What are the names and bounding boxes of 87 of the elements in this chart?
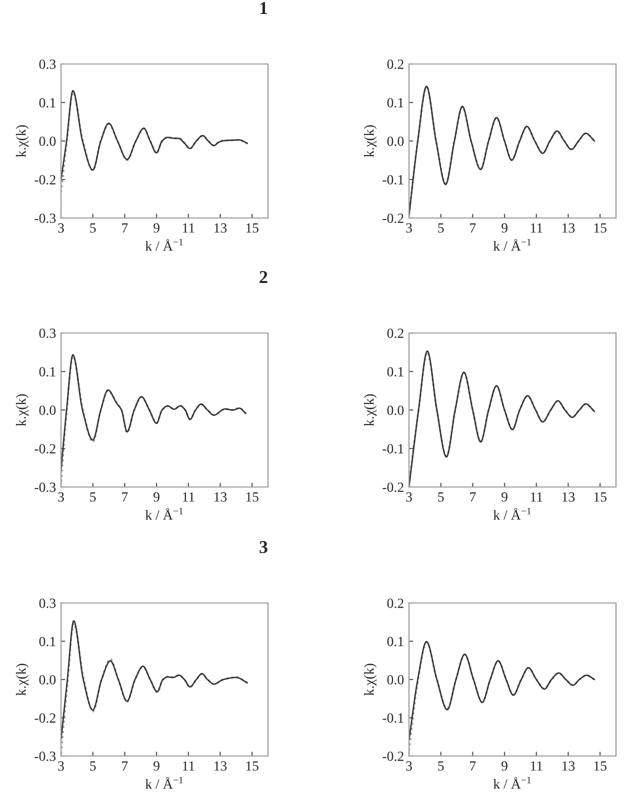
y-tick-label: 0.0 <box>39 406 56 416</box>
y-tick-label: 0.1 <box>387 98 404 108</box>
x-tick-label: 7 <box>122 492 128 502</box>
x-tick-label: 5 <box>438 761 444 771</box>
y-tick-label: -0.2 <box>34 713 56 723</box>
chart-title: 2 <box>260 271 268 283</box>
y-axis-title: k.χ(k) <box>364 394 377 426</box>
y-tick-label: 0.0 <box>39 675 56 685</box>
y-tick-label: 0.0 <box>387 136 404 146</box>
x-tick-label: 9 <box>154 761 160 771</box>
y-axis-title: k.χ(k) <box>16 394 29 426</box>
y-tick-label: 0.3 <box>39 60 56 70</box>
y-tick-label: 0.2 <box>387 60 404 70</box>
y-tick-label: -0.2 <box>382 752 404 762</box>
x-axis-title: k / Å$^{−1}$ <box>145 776 183 789</box>
x-axis-title: k / Å$^{−1}$ <box>145 508 183 520</box>
y-tick-label: -0.3 <box>34 482 56 492</box>
x-tick-label: 3 <box>58 492 64 502</box>
x-tick-label: 9 <box>502 223 508 233</box>
y-tick-label: 0.2 <box>387 328 404 338</box>
x-tick-label: 3 <box>406 223 412 233</box>
x-tick-label: 3 <box>406 761 412 771</box>
x-tick-label: 15 <box>594 761 606 771</box>
x-axis-title: k / Å$^{−1}$ <box>493 776 531 789</box>
y-tick-label: -0.2 <box>382 214 404 224</box>
x-tick-label: 13 <box>214 492 227 502</box>
x-tick-label: 3 <box>58 761 64 771</box>
y-tick-label: 0.1 <box>39 98 56 108</box>
x-tick-label: 5 <box>438 492 444 502</box>
y-tick-label: 0.1 <box>39 367 56 377</box>
y-tick-label: 0.0 <box>39 136 56 146</box>
x-tick-label: 15 <box>246 492 258 502</box>
x-tick-label: 13 <box>214 223 227 233</box>
x-tick-label: 9 <box>502 492 508 502</box>
x-tick-label: 11 <box>530 761 542 770</box>
chart-title: 1 <box>260 2 268 14</box>
x-tick-label: 7 <box>470 223 476 232</box>
y-axis-title: k.χ(k) <box>364 664 377 696</box>
y-axis-title: k.χ(k) <box>364 125 377 158</box>
x-tick-label: 7 <box>470 761 476 770</box>
x-tick-label: 13 <box>562 492 575 502</box>
x-tick-label: 3 <box>406 492 412 502</box>
y-tick-label: -0.1 <box>382 175 404 185</box>
y-tick-label: 0.0 <box>387 406 404 416</box>
y-tick-label: -0.2 <box>382 482 404 492</box>
x-tick-label: 9 <box>502 761 508 771</box>
x-axis-title: k / Å$^{−1}$ <box>145 238 183 251</box>
x-tick-label: 9 <box>154 492 160 502</box>
x-tick-label: 15 <box>246 223 258 233</box>
x-tick-label: 11 <box>182 492 194 502</box>
x-tick-label: 9 <box>154 223 160 233</box>
y-tick-label: -0.1 <box>382 444 404 454</box>
x-tick-label: 15 <box>594 223 606 233</box>
x-axis-title: k / Å$^{−1}$ <box>493 238 531 251</box>
x-tick-label: 11 <box>182 223 194 232</box>
y-tick-label: 0.2 <box>387 598 404 608</box>
x-tick-label: 13 <box>214 761 227 771</box>
x-axis-title: k / Å$^{−1}$ <box>493 508 531 520</box>
x-tick-label: 3 <box>58 223 64 233</box>
x-tick-label: 7 <box>470 492 476 502</box>
y-axis-title: k.χ(k) <box>16 664 29 696</box>
x-tick-label: 5 <box>90 761 96 771</box>
y-tick-label: -0.3 <box>34 214 56 224</box>
x-tick-label: 5 <box>438 223 444 233</box>
x-tick-label: 11 <box>530 492 542 502</box>
y-tick-label: 0.1 <box>387 636 404 646</box>
x-tick-label: 15 <box>246 761 258 771</box>
chart-title: 3 <box>260 541 268 554</box>
y-tick-label: 0.1 <box>387 367 404 377</box>
x-tick-label: 5 <box>90 492 96 502</box>
y-tick-label: -0.2 <box>34 175 56 185</box>
x-tick-label: 13 <box>562 761 575 771</box>
y-tick-label: 0.1 <box>39 636 56 646</box>
y-tick-label: -0.2 <box>34 444 56 454</box>
y-tick-label: -0.1 <box>382 713 404 723</box>
x-tick-label: 13 <box>562 223 575 233</box>
x-tick-label: 11 <box>182 761 194 770</box>
y-axis-title: k.χ(k) <box>16 125 29 158</box>
y-tick-label: 0.0 <box>387 675 404 685</box>
y-tick-label: 0.3 <box>39 598 56 608</box>
x-tick-label: 7 <box>122 223 128 232</box>
x-tick-label: 11 <box>530 223 542 232</box>
y-tick-label: -0.3 <box>34 752 56 762</box>
x-tick-label: 7 <box>122 761 128 770</box>
y-tick-label: 0.3 <box>39 328 56 338</box>
x-tick-label: 15 <box>594 492 606 502</box>
x-tick-label: 5 <box>90 223 96 233</box>
